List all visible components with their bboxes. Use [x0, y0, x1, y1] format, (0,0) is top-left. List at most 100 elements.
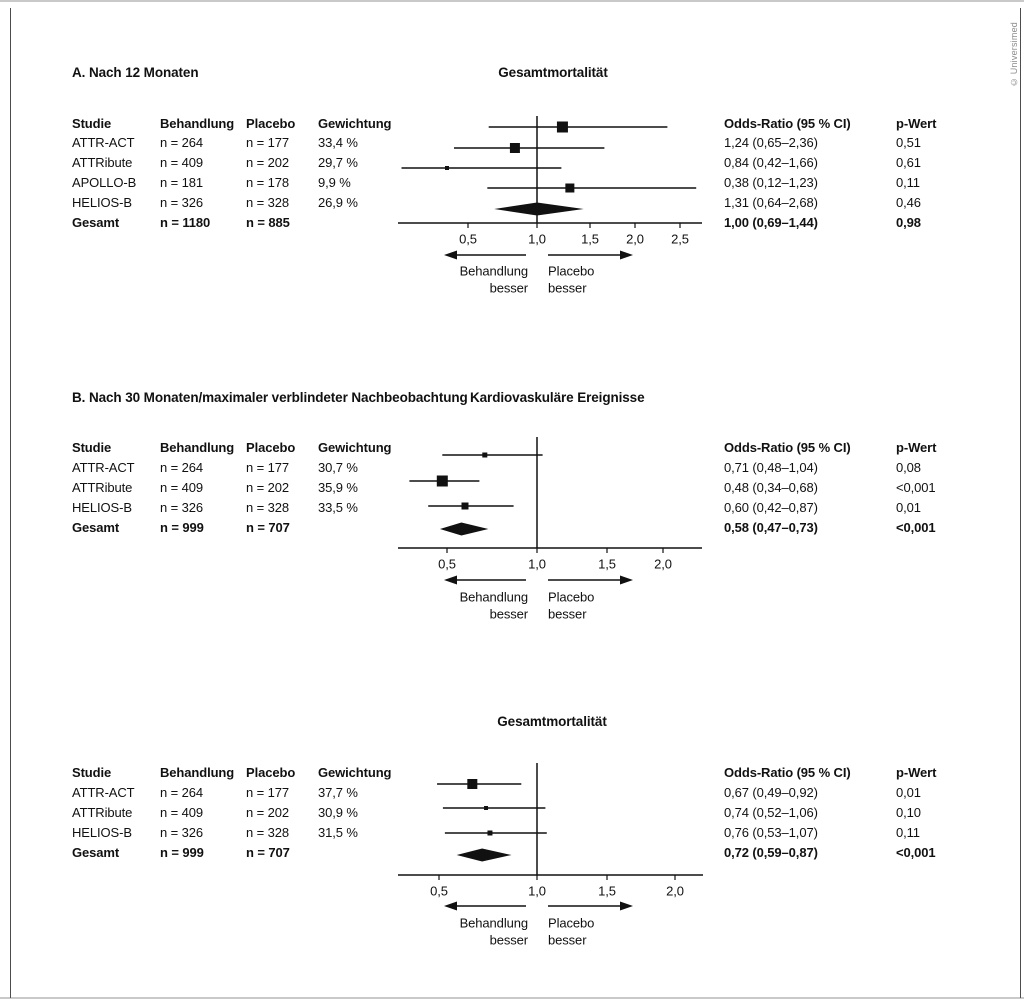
- frame-border-left: [10, 8, 11, 998]
- arrow-left-head: [444, 575, 457, 585]
- cell-study: ATTR-ACT: [72, 785, 135, 800]
- cell-study: ATTRibute: [72, 155, 133, 170]
- direction-label-right: Placebo: [548, 915, 594, 930]
- direction-label-right: Placebo: [548, 263, 594, 278]
- cell-placebo: n = 328: [246, 825, 290, 840]
- direction-label-right: besser: [548, 280, 587, 295]
- cell-study: ATTRibute: [72, 480, 133, 495]
- cell-study: ATTR-ACT: [72, 135, 135, 150]
- effect-marker: [461, 502, 469, 510]
- column-header-or: Odds-Ratio (95 % CI): [724, 440, 851, 455]
- total-cell-placebo: n = 707: [246, 845, 290, 860]
- cell-p: 0,61: [896, 155, 921, 170]
- effect-marker: [484, 806, 489, 810]
- cell-study: ATTR-ACT: [72, 460, 135, 475]
- column-header-treatment: Behandlung: [160, 765, 235, 780]
- total-cell-treatment: n = 999: [160, 520, 204, 535]
- cell-p: 0,01: [896, 500, 921, 515]
- cell-p: 0,10: [896, 805, 921, 820]
- cell-treatment: n = 409: [160, 155, 204, 170]
- column-header-or: Odds-Ratio (95 % CI): [724, 116, 851, 131]
- column-header-study: Studie: [72, 765, 112, 780]
- cell-weight: 33,4 %: [318, 135, 358, 150]
- axis-tick-label: 1,5: [581, 231, 599, 246]
- cell-treatment: n = 409: [160, 805, 204, 820]
- direction-label-left: Behandlung: [460, 915, 528, 930]
- cell-p: 0,46: [896, 195, 921, 210]
- total-cell-p: <0,001: [896, 845, 936, 860]
- cell-study: ATTRibute: [72, 805, 133, 820]
- cell-weight: 31,5 %: [318, 825, 358, 840]
- effect-marker: [509, 143, 520, 153]
- panel-label: A. Nach 12 Monaten: [72, 65, 199, 80]
- column-header-study: Studie: [72, 116, 112, 131]
- effect-marker: [556, 121, 568, 133]
- cell-placebo: n = 328: [246, 500, 290, 515]
- cell-or: 0,74 (0,52–1,06): [724, 805, 818, 820]
- cell-weight: 33,5 %: [318, 500, 358, 515]
- column-header-or: Odds-Ratio (95 % CI): [724, 765, 851, 780]
- cell-p: 0,11: [896, 825, 920, 840]
- effect-marker: [565, 183, 575, 193]
- cell-p: <0,001: [896, 480, 936, 495]
- cell-study: HELIOS-B: [72, 195, 132, 210]
- cell-treatment: n = 409: [160, 480, 204, 495]
- column-header-treatment: Behandlung: [160, 116, 235, 131]
- total-cell-study: Gesamt: [72, 845, 120, 860]
- effect-marker: [467, 779, 478, 789]
- column-header-placebo: Placebo: [246, 440, 296, 455]
- cell-p: 0,11: [896, 175, 920, 190]
- cell-treatment: n = 264: [160, 785, 204, 800]
- cell-or: 0,76 (0,53–1,07): [724, 825, 818, 840]
- cell-or: 0,84 (0,42–1,66): [724, 155, 818, 170]
- plot-title: Gesamtmortalität: [498, 65, 608, 80]
- column-header-p: p-Wert: [896, 440, 937, 455]
- total-cell-or: 0,72 (0,59–0,87): [724, 845, 818, 860]
- direction-label-left: Behandlung: [460, 589, 528, 604]
- cell-placebo: n = 202: [246, 805, 290, 820]
- axis-tick-label: 2,5: [671, 231, 689, 246]
- cell-or: 0,48 (0,34–0,68): [724, 480, 818, 495]
- column-header-weight: Gewichtung: [318, 765, 392, 780]
- cell-study: HELIOS-B: [72, 500, 132, 515]
- total-cell-or: 1,00 (0,69–1,44): [724, 215, 818, 230]
- direction-label-left: besser: [490, 606, 529, 621]
- cell-or: 0,71 (0,48–1,04): [724, 460, 818, 475]
- total-cell-study: Gesamt: [72, 520, 120, 535]
- total-cell-placebo: n = 885: [246, 215, 290, 230]
- total-cell-treatment: n = 999: [160, 845, 204, 860]
- axis-tick-label: 0,5: [430, 883, 448, 898]
- axis-tick-label: 2,0: [654, 556, 672, 571]
- total-cell-p: 0,98: [896, 215, 921, 230]
- axis-tick-label: 0,5: [459, 231, 477, 246]
- arrow-left-head: [444, 250, 457, 260]
- column-header-placebo: Placebo: [246, 116, 296, 131]
- cell-or: 1,31 (0,64–2,68): [724, 195, 818, 210]
- effect-marker: [436, 475, 448, 487]
- plot-title: Kardiovaskuläre Ereignisse: [470, 390, 645, 405]
- cell-placebo: n = 328: [246, 195, 290, 210]
- total-cell-study: Gesamt: [72, 215, 120, 230]
- total-cell-p: <0,001: [896, 520, 936, 535]
- cell-p: 0,01: [896, 785, 921, 800]
- cell-p: 0,51: [896, 135, 921, 150]
- cell-treatment: n = 264: [160, 135, 204, 150]
- cell-weight: 37,7 %: [318, 785, 358, 800]
- arrow-right-head: [620, 575, 633, 585]
- arrow-right-head: [620, 250, 633, 260]
- cell-weight: 30,9 %: [318, 805, 358, 820]
- direction-label-right: Placebo: [548, 589, 594, 604]
- column-header-study: Studie: [72, 440, 112, 455]
- total-cell-placebo: n = 707: [246, 520, 290, 535]
- cell-placebo: n = 178: [246, 175, 290, 190]
- cell-weight: 29,7 %: [318, 155, 358, 170]
- effect-marker: [487, 830, 493, 836]
- cell-weight: 35,9 %: [318, 480, 358, 495]
- column-header-weight: Gewichtung: [318, 116, 392, 131]
- summary-diamond: [494, 202, 584, 216]
- axis-tick-label: 1,0: [528, 231, 546, 246]
- axis-tick-label: 1,0: [528, 883, 546, 898]
- summary-diamond: [439, 522, 489, 536]
- column-header-p: p-Wert: [896, 765, 937, 780]
